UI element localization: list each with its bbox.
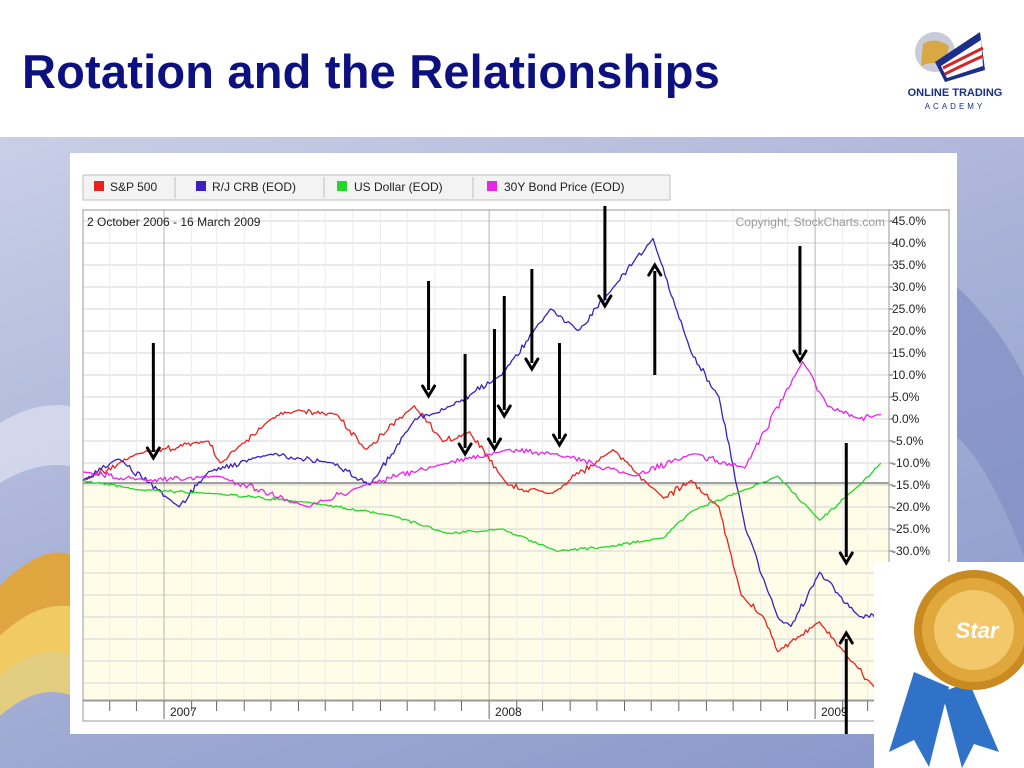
x-tick-label: 2009 <box>821 705 848 719</box>
down-arrow-head <box>551 433 567 448</box>
down-arrow-head <box>145 446 161 461</box>
stockcharts-panel: S&P 500 R/J CRB (EOD) US Dollar (EOD) 30… <box>70 153 957 734</box>
down-arrow-head <box>838 551 854 566</box>
legend-item-sp500: S&P 500 <box>94 180 157 194</box>
y-tick-label: -30.0% <box>892 544 930 558</box>
series-line-us-dollar-eod <box>82 462 882 552</box>
slide-title: Rotation and the Relationships <box>22 45 720 98</box>
down-arrow-head <box>457 442 473 457</box>
book-globe-icon <box>915 32 985 82</box>
plot-area-shading <box>83 483 889 700</box>
legend-label: S&P 500 <box>110 180 157 194</box>
x-tick-label: 2008 <box>495 705 522 719</box>
award-text: Star <box>956 618 1000 643</box>
legend-swatch <box>337 181 347 191</box>
legend-item-crb: R/J CRB (EOD) <box>196 180 296 194</box>
x-axis: 2007 2008 2009 <box>82 700 890 722</box>
down-arrow-head <box>792 349 808 364</box>
up-arrow-head <box>838 630 854 645</box>
down-arrow-head <box>496 404 512 419</box>
legend-item-usd: US Dollar (EOD) <box>337 180 443 194</box>
date-range-label: 2 October 2006 - 16 March 2009 <box>87 215 261 229</box>
y-tick-label: 0.0% <box>892 412 920 426</box>
x-axis-band <box>82 700 890 722</box>
x-tick-label: 2007 <box>170 705 197 719</box>
y-tick-label: 25.0% <box>892 302 926 316</box>
series-line-r-j-crb-eod <box>82 237 882 627</box>
legend-item-30y-bond: 30Y Bond Price (EOD) <box>487 180 625 194</box>
legend-swatch <box>196 181 206 191</box>
online-trading-academy-logo: ONLINE TRADING ACADEMY <box>908 32 1003 111</box>
background-swirl <box>0 287 1024 717</box>
legend-bar <box>82 174 671 201</box>
ribbon-tails <box>889 672 999 768</box>
y-tick-label: 5.0% <box>892 390 920 404</box>
y-tick-label: 40.0% <box>892 236 926 250</box>
legend-label: 30Y Bond Price (EOD) <box>504 180 625 194</box>
y-tick-label: -15.0% <box>892 478 930 492</box>
y-tick-label: 30.0% <box>892 280 926 294</box>
y-tick-label: -10.0% <box>892 456 930 470</box>
y-tick-label: 35.0% <box>892 258 926 272</box>
legend-label: R/J CRB (EOD) <box>212 180 296 194</box>
down-arrow-head <box>524 357 540 372</box>
y-tick-label: 10.0% <box>892 368 926 382</box>
legend-label: US Dollar (EOD) <box>354 180 443 194</box>
grid <box>83 210 889 700</box>
series-line-s-p-500 <box>82 405 882 689</box>
series-line-30y-bond-price-eod <box>82 361 882 508</box>
y-tick-label: -20.0% <box>892 500 930 514</box>
logo-text-line2: ACADEMY <box>925 102 986 111</box>
y-tick-label: 15.0% <box>892 346 926 360</box>
y-tick-label: 45.0% <box>892 214 926 228</box>
down-arrow-head <box>486 437 502 452</box>
logo-text-line1: ONLINE TRADING <box>908 87 1003 99</box>
copyright-label: Copyright, StockCharts.com <box>736 215 885 229</box>
seal-icon <box>914 570 1024 690</box>
series-layer <box>82 237 882 689</box>
y-tick-label: 20.0% <box>892 324 926 338</box>
y-tick-label: -25.0% <box>892 522 930 536</box>
up-arrow-head <box>647 262 663 277</box>
y-axis: 45.0% 40.0% 35.0% 30.0% 25.0% 20.0% 15.0% 10.0%… <box>889 214 930 624</box>
arrow-annotations <box>145 206 854 734</box>
legend-swatch <box>487 181 497 191</box>
down-arrow-head <box>597 294 613 309</box>
award-ribbon: Star <box>874 562 1024 768</box>
y-tick-label: -5.0% <box>892 434 924 448</box>
down-arrow-head <box>421 384 437 399</box>
chart: S&P 500 R/J CRB (EOD) US Dollar (EOD) 30… <box>82 174 950 734</box>
legend-swatch <box>94 181 104 191</box>
